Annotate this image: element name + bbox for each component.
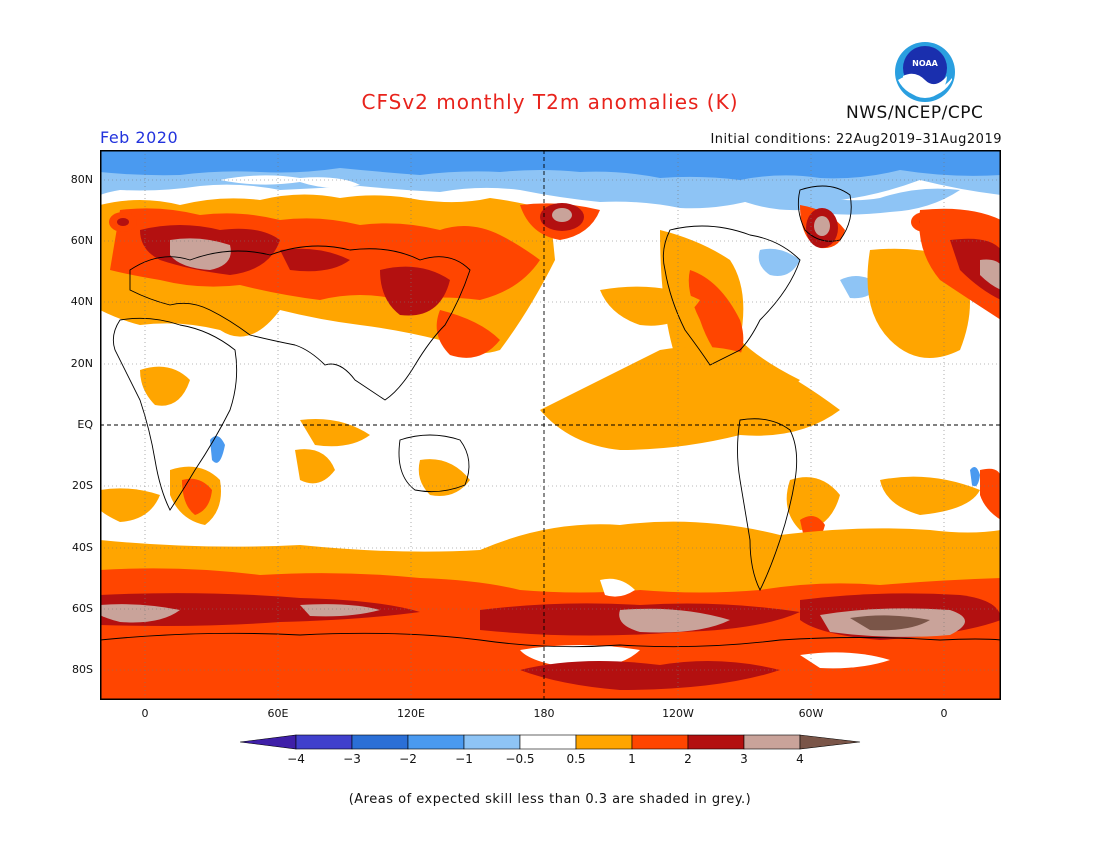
- colorbar-segment: [519, 734, 577, 750]
- lat-label: 80N: [70, 173, 93, 186]
- southern-continents-anomaly: [100, 366, 1001, 543]
- lat-label: 20S: [72, 479, 93, 492]
- colorbar-label: −3: [343, 752, 361, 766]
- colorbar-label: −1: [455, 752, 473, 766]
- lon-label: 60E: [267, 707, 289, 720]
- lat-label: 60N: [70, 234, 93, 247]
- tropical-pacific-anomaly: [540, 286, 840, 450]
- lon-label: 180: [533, 707, 555, 720]
- colorbar-label: 0.5: [566, 752, 586, 766]
- noaa-logo-text: NOAA: [912, 59, 938, 68]
- colorbar-label: −0.5: [505, 752, 535, 766]
- lat-label: 80S: [72, 663, 93, 676]
- lat-label: 40S: [72, 541, 93, 554]
- lon-label: 120E: [397, 707, 425, 720]
- agency-label: NWS/NCEP/CPC: [846, 103, 984, 123]
- colorbar-arrow-left: [240, 734, 297, 750]
- lon-label: 0: [141, 707, 149, 720]
- colorbar-segment: [743, 734, 801, 750]
- colorbar-segment: [351, 734, 409, 750]
- colorbar-label: 2: [684, 752, 692, 766]
- colorbar-label: −4: [287, 752, 305, 766]
- coastlines: [100, 185, 1001, 648]
- colorbar-segment: [295, 734, 353, 750]
- colorbar-label: 1: [628, 752, 636, 766]
- initial-conditions: Initial conditions: 22Aug2019–31Aug2019: [710, 132, 1002, 147]
- colorbar-label: 3: [740, 752, 748, 766]
- colorbar-segment: [687, 734, 745, 750]
- colorbar-segment: [463, 734, 521, 750]
- colorbar-segment: [631, 734, 689, 750]
- anomaly-map: [100, 150, 1001, 700]
- lat-label: 40N: [70, 295, 93, 308]
- southern-ocean-anomaly: [100, 521, 1001, 700]
- colorbar-label: −2: [399, 752, 417, 766]
- noaa-logo: NOAA: [895, 42, 955, 102]
- lat-label: EQ: [77, 418, 93, 431]
- colorbar-arrow-right: [799, 734, 861, 750]
- lon-label: 0: [940, 707, 948, 720]
- lat-label: 60S: [72, 602, 93, 615]
- lon-label: 60W: [798, 707, 824, 720]
- map-frame: [100, 150, 1001, 700]
- forecast-month: Feb 2020: [100, 128, 179, 147]
- lat-label: 20N: [70, 357, 93, 370]
- skill-note: (Areas of expected skill less than 0.3 a…: [348, 792, 752, 807]
- colorbar: [240, 734, 861, 750]
- map-title: CFSv2 monthly T2m anomalies (K): [361, 90, 739, 114]
- arctic-cold-anomaly: [100, 150, 1001, 299]
- eurasia-warm-anomaly: [100, 194, 555, 358]
- lon-label: 120W: [662, 707, 694, 720]
- colorbar-label: 4: [796, 752, 804, 766]
- colorbar-segment: [407, 734, 465, 750]
- colorbar-segment: [575, 734, 633, 750]
